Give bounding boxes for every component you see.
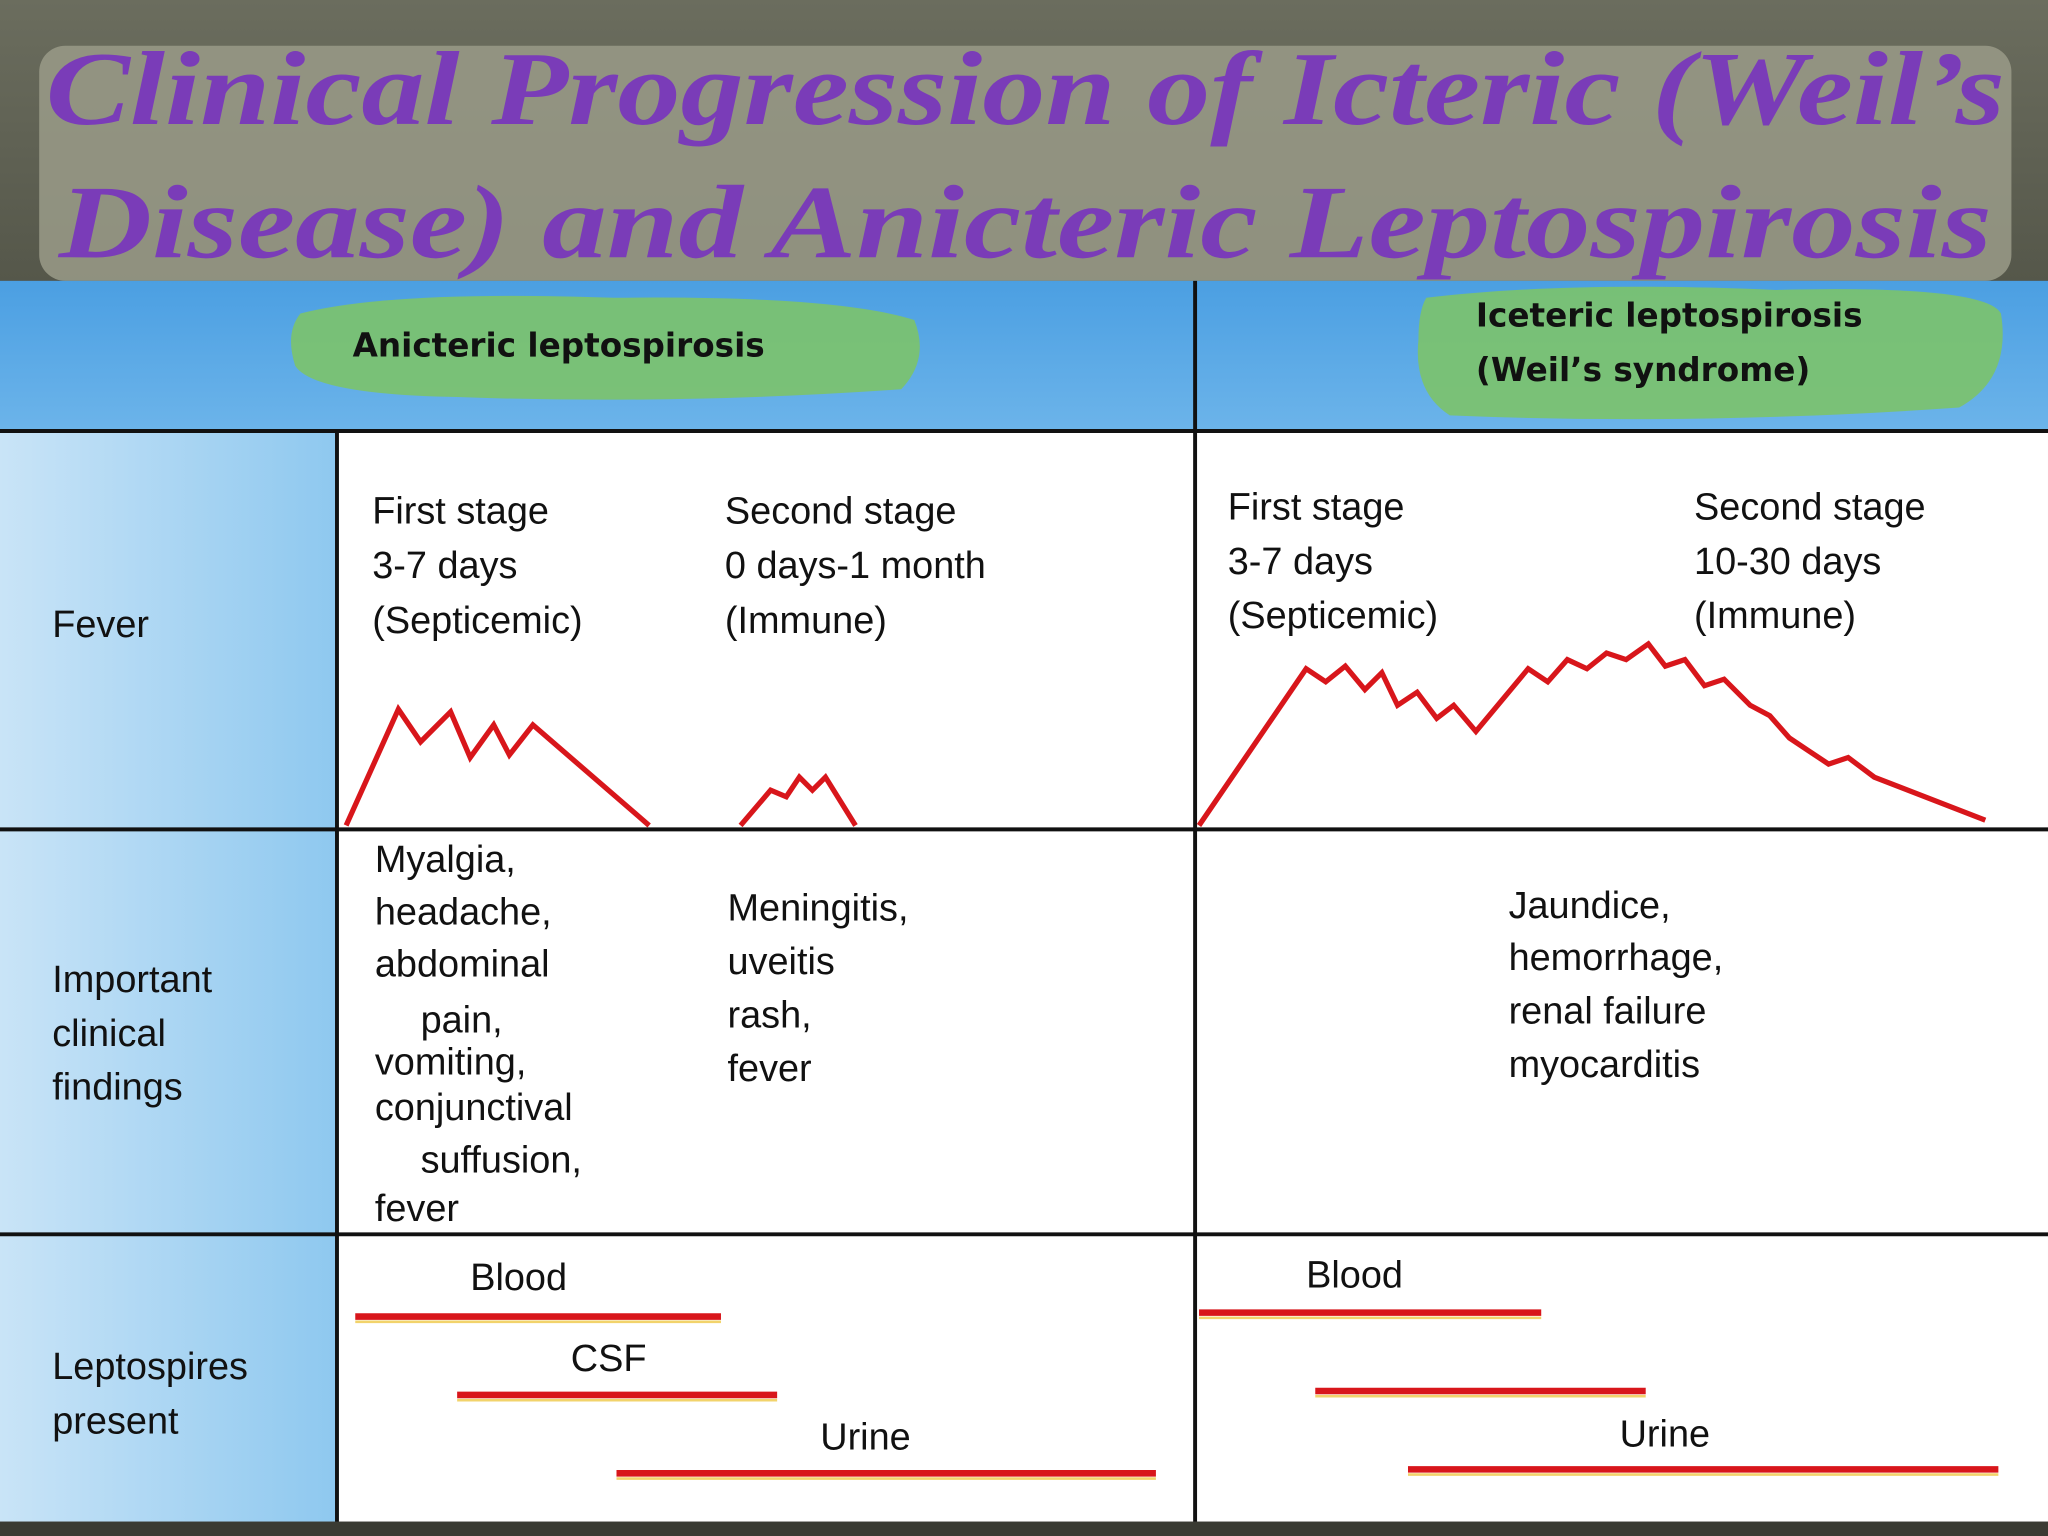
finding-text: headache,	[375, 891, 552, 933]
stage-text: (Septicemic)	[372, 600, 582, 642]
row-label: findings	[52, 1066, 183, 1108]
finding-text: myocarditis	[1509, 1044, 1700, 1086]
row-label: clinical	[52, 1013, 166, 1055]
bottom-strip	[0, 1521, 2048, 1536]
stage-text: Second stage	[725, 490, 957, 532]
row-label: Important	[52, 959, 212, 1001]
finding-text: fever	[375, 1188, 459, 1230]
title-line: Disease) and Anicteric Leptospirosis	[58, 164, 1992, 280]
fever-curve	[1196, 640, 1987, 827]
finding-text: suffusion,	[421, 1139, 582, 1181]
title-patch	[39, 45, 2012, 281]
finding-text: Meningitis,	[728, 887, 909, 929]
column-header: Anicteric leptospirosis	[353, 326, 765, 364]
title-line: Clinical Progression of Icteric (Weil’s	[46, 31, 2005, 147]
column-header: (Weil’s syndrome)	[1476, 351, 1810, 389]
finding-text: hemorrhage,	[1509, 937, 1724, 979]
finding-text: vomiting,	[375, 1041, 527, 1083]
stage-text: (Immune)	[725, 600, 887, 642]
stage-text: 3-7 days	[1228, 541, 1373, 583]
finding-text: rash,	[728, 994, 812, 1036]
row-label: Leptospires	[52, 1346, 248, 1388]
sample-label: Blood	[470, 1257, 567, 1299]
sample-label: CSF	[571, 1338, 647, 1380]
finding-text: fever	[728, 1048, 812, 1090]
fever-curve	[738, 772, 858, 828]
row-label: Fever	[52, 604, 149, 646]
finding-text: Myalgia,	[375, 839, 516, 881]
fever-curve	[343, 703, 651, 828]
finding-text: pain,	[421, 1000, 503, 1042]
stage-text: (Immune)	[1694, 595, 1856, 637]
finding-text: abdominal	[375, 944, 550, 986]
stage-text: Second stage	[1694, 486, 1926, 528]
column-header: Iceteric leptospirosis	[1476, 296, 1863, 334]
sample-label: Urine	[820, 1416, 910, 1458]
sample-label: Urine	[1620, 1414, 1710, 1456]
stage-text: 3-7 days	[372, 545, 517, 587]
finding-text: uveitis	[728, 941, 835, 983]
header-highlight	[291, 295, 920, 400]
stage-text: 0 days-1 month	[725, 545, 986, 587]
header-highlight	[1417, 286, 2003, 420]
stage-text: First stage	[1228, 486, 1405, 528]
finding-text: Jaundice,	[1509, 885, 1671, 927]
table-body	[336, 431, 2048, 1522]
sample-label: Blood	[1306, 1254, 1403, 1296]
finding-text: renal failure	[1509, 991, 1707, 1033]
label-column	[0, 431, 337, 1522]
stage-text: (Septicemic)	[1228, 595, 1438, 637]
row-label: present	[52, 1401, 179, 1443]
stage-text: 10-30 days	[1694, 541, 1881, 583]
finding-text: conjunctival	[375, 1087, 573, 1129]
stage-text: First stage	[372, 490, 549, 532]
